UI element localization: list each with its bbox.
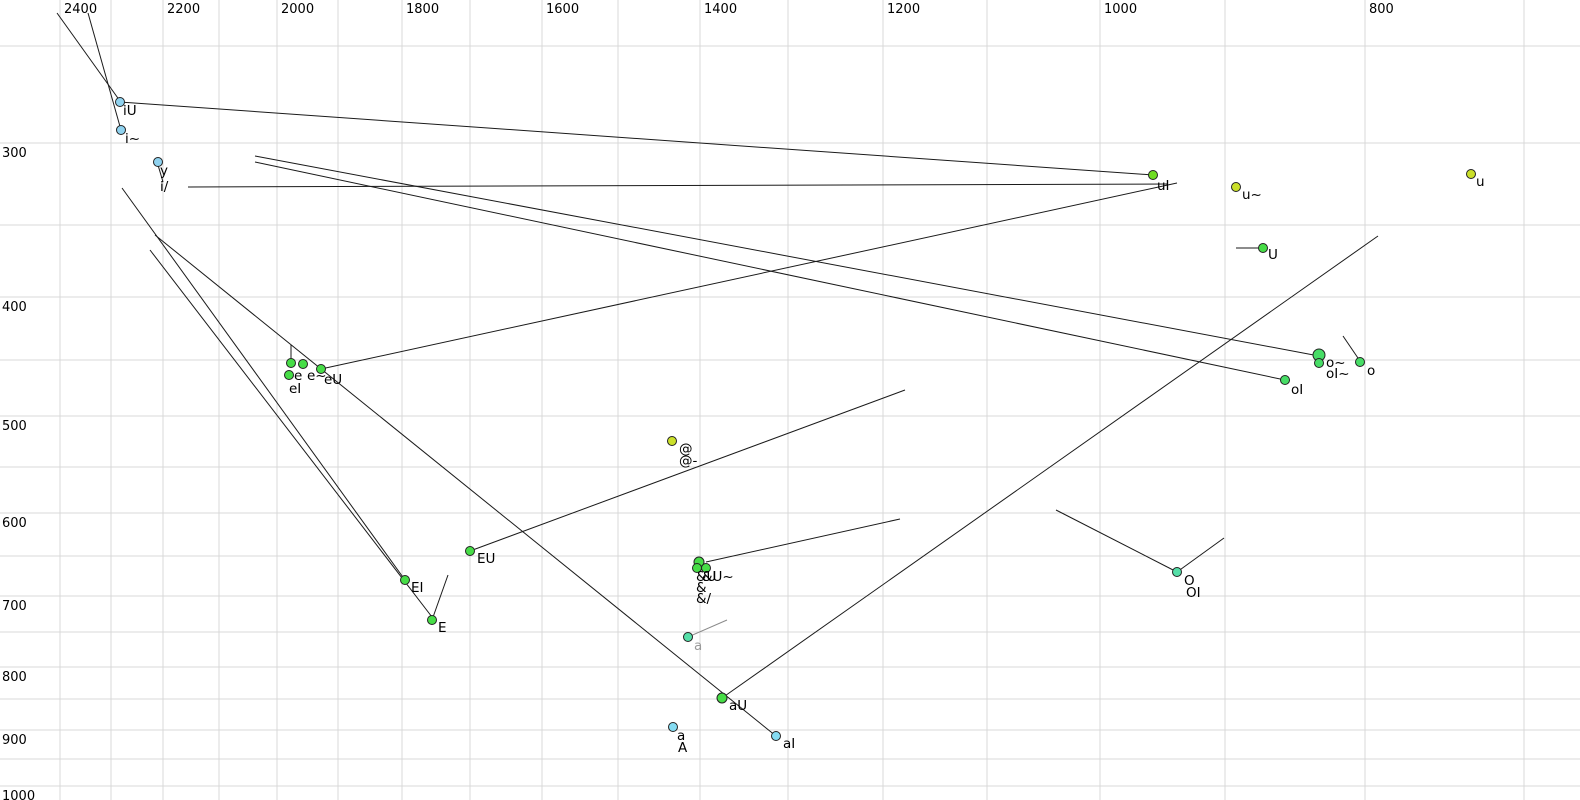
y-tick-400: 400 bbox=[2, 300, 27, 315]
point-label-e: e bbox=[294, 368, 302, 384]
point-label-U: U bbox=[1268, 247, 1278, 263]
data-point-e[interactable] bbox=[286, 358, 296, 368]
trajectory-line bbox=[149, 249, 433, 618]
y-tick-300: 300 bbox=[2, 146, 27, 161]
data-point-eU[interactable] bbox=[316, 364, 326, 374]
data-point-O[interactable] bbox=[1172, 567, 1182, 577]
data-point-oI[interactable] bbox=[1280, 375, 1290, 385]
y-tick-800: 800 bbox=[2, 670, 27, 685]
y-tick-900: 900 bbox=[2, 733, 27, 748]
y-tick-700: 700 bbox=[2, 599, 27, 614]
data-point-i~[interactable] bbox=[116, 125, 126, 135]
data-point-u~[interactable] bbox=[1231, 182, 1241, 192]
data-point-u[interactable] bbox=[1466, 169, 1476, 179]
x-tick-1400: 1400 bbox=[704, 2, 737, 17]
point-label-y: y bbox=[160, 163, 168, 179]
point-label-o~: o~ bbox=[1326, 355, 1346, 371]
point-label-@: @- bbox=[679, 453, 698, 469]
data-point-EI[interactable] bbox=[400, 575, 410, 585]
data-point-EU[interactable] bbox=[465, 546, 475, 556]
trajectory-line bbox=[320, 182, 1178, 370]
trajectory-line bbox=[121, 187, 406, 581]
point-label-O: O bbox=[1184, 573, 1195, 589]
x-tick-1200: 1200 bbox=[887, 2, 920, 17]
trajectory-line bbox=[469, 389, 906, 552]
x-tick-1000: 1000 bbox=[1104, 2, 1137, 17]
data-point-uI[interactable] bbox=[1148, 170, 1158, 180]
trajectory-line bbox=[254, 155, 1320, 357]
trajectory-line bbox=[687, 619, 728, 638]
data-point-@[interactable] bbox=[667, 436, 677, 446]
point-label-e~: e~ bbox=[307, 368, 327, 384]
y-tick-600: 600 bbox=[2, 516, 27, 531]
x-tick-2200: 2200 bbox=[167, 2, 200, 17]
trajectory-line bbox=[1176, 537, 1225, 573]
point-label-eU: eU bbox=[324, 372, 342, 388]
point-label-i~: i~ bbox=[125, 131, 140, 147]
trajectory-line bbox=[1342, 335, 1361, 362]
data-point-y[interactable] bbox=[153, 157, 163, 167]
trajectory-line bbox=[721, 235, 1379, 699]
data-point-E[interactable] bbox=[427, 615, 437, 625]
data-point-aI[interactable] bbox=[771, 731, 781, 741]
data-point-U[interactable] bbox=[1258, 243, 1268, 253]
x-tick-2000: 2000 bbox=[281, 2, 314, 17]
data-point-e~[interactable] bbox=[298, 359, 308, 369]
data-point-eI[interactable] bbox=[284, 370, 294, 380]
data-point-iU[interactable] bbox=[115, 97, 125, 107]
point-label-i/: i/ bbox=[160, 179, 169, 195]
point-label-oI: oI bbox=[1291, 382, 1303, 398]
point-label-&/: &/ bbox=[696, 591, 712, 607]
trajectory-lines bbox=[56, 12, 1379, 737]
trajectory-line bbox=[705, 518, 901, 563]
point-label-oI~: oI~ bbox=[1326, 366, 1350, 382]
y-tick-500: 500 bbox=[2, 419, 27, 434]
trajectory-line bbox=[1055, 509, 1178, 573]
x-tick-1600: 1600 bbox=[546, 2, 579, 17]
point-label-iU: iU bbox=[123, 103, 137, 119]
y-tick-1000: 1000 bbox=[2, 789, 35, 800]
point-label-a: A bbox=[678, 740, 688, 756]
data-point-oI~[interactable] bbox=[1314, 358, 1324, 368]
point-label-o: o bbox=[1367, 363, 1375, 379]
point-labels: iU i~ yi/uI u~ u Ue e~ eI eU o~oI~ o oI @@- EU EI E&U&U… bbox=[123, 103, 1485, 756]
point-label-@: @ bbox=[679, 441, 693, 457]
x-tick-2400: 2400 bbox=[64, 2, 97, 17]
data-point-&[interactable] bbox=[692, 563, 702, 573]
x-tick-800: 800 bbox=[1369, 2, 1394, 17]
point-label-&: & bbox=[696, 580, 707, 596]
point-label-aI: aI bbox=[783, 736, 795, 752]
point-label-E: E bbox=[438, 620, 447, 636]
data-points bbox=[115, 97, 1476, 741]
trajectory-line bbox=[119, 101, 1154, 176]
point-label-&U~: &U~ bbox=[702, 569, 734, 585]
y-axis-tick-labels: 300 400 500 600 700 800 900 1000 bbox=[2, 146, 35, 800]
trajectory-line bbox=[157, 164, 164, 183]
point-label-eI: eI bbox=[289, 381, 301, 397]
trajectory-line bbox=[431, 574, 449, 621]
trajectory-line bbox=[87, 12, 122, 131]
point-label-a-gray: a bbox=[694, 638, 702, 654]
trajectory-line bbox=[187, 183, 1169, 188]
point-label-O: OI bbox=[1186, 585, 1201, 601]
data-point-aU[interactable] bbox=[716, 692, 728, 704]
point-label-EU: EU bbox=[477, 551, 495, 567]
point-label-u: u bbox=[1476, 174, 1485, 190]
point-label-u~: u~ bbox=[1242, 187, 1262, 203]
trajectory-line bbox=[56, 12, 121, 102]
data-point-a[interactable] bbox=[668, 722, 678, 732]
point-label-&U: &U bbox=[696, 569, 716, 585]
x-axis-tick-labels: 2400 2200 2000 1800 1600 1400 1200 1000 800 bbox=[64, 2, 1394, 17]
point-label-aU: aU bbox=[729, 698, 747, 714]
data-point-a-gray[interactable] bbox=[683, 632, 693, 642]
point-label-EI: EI bbox=[411, 580, 424, 596]
point-label-uI: uI bbox=[1157, 178, 1170, 194]
point-label-a: a bbox=[677, 728, 685, 744]
data-point-o[interactable] bbox=[1355, 357, 1365, 367]
trajectory-line bbox=[154, 234, 777, 737]
x-tick-1800: 1800 bbox=[406, 2, 439, 17]
